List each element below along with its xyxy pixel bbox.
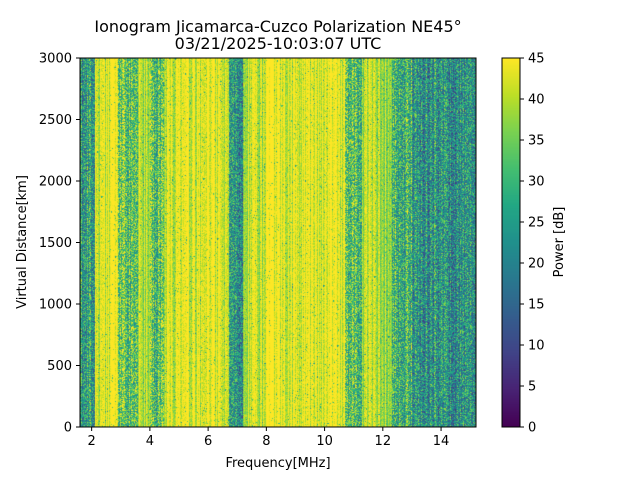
colorbar-tick-label: 40 <box>528 93 545 108</box>
colorbar-tick-label: 25 <box>528 216 545 231</box>
y-tick-label: 2500 <box>39 113 72 128</box>
y-tick-label: 2000 <box>39 175 72 190</box>
colorbar-tick-label: 0 <box>528 421 536 436</box>
chart-subtitle: 03/21/2025-10:03:07 UTC <box>175 34 382 53</box>
y-tick-label: 1500 <box>39 236 72 251</box>
x-tick-label: 8 <box>262 434 270 449</box>
x-tick-label: 14 <box>433 434 450 449</box>
x-tick-label: 6 <box>204 434 212 449</box>
x-tick-label: 12 <box>375 434 392 449</box>
colorbar-gradient <box>502 58 520 427</box>
x-tick-label: 2 <box>88 434 96 449</box>
y-tick-label: 1000 <box>39 298 72 313</box>
colorbar-frame <box>501 57 521 428</box>
colorbar-tick-label: 35 <box>528 134 545 149</box>
colorbar-label: Power [dB] <box>552 207 567 278</box>
colorbar-tick-label: 45 <box>528 52 545 67</box>
colorbar-ticks: 0 5 10 15 20 25 30 35 40 45 <box>520 52 545 436</box>
y-axis-label: Virtual Distance[km] <box>15 175 30 309</box>
colorbar-tick-label: 10 <box>528 339 545 354</box>
x-tick-label: 10 <box>316 434 333 449</box>
x-tick-label: 4 <box>146 434 154 449</box>
colorbar-tick-label: 30 <box>528 175 545 190</box>
chart-title: Ionogram Jicamarca-Cuzco Polarization NE… <box>94 17 461 36</box>
y-tick-label: 0 <box>64 421 72 436</box>
y-tick-label: 3000 <box>39 52 72 67</box>
colorbar-tick-label: 20 <box>528 257 545 272</box>
x-axis-label: Frequency[MHz] <box>225 456 330 471</box>
y-tick-label: 500 <box>47 359 72 374</box>
colorbar-tick-label: 15 <box>528 298 545 313</box>
colorbar: 0 5 10 15 20 25 30 35 40 45 <box>501 52 545 436</box>
x-axis: 2 4 6 8 10 12 14 <box>88 427 450 449</box>
y-axis: 0 500 1000 1500 2000 2500 3000 <box>39 52 80 436</box>
heatmap-plot-area <box>79 57 477 428</box>
heatmap-image <box>80 58 476 427</box>
colorbar-tick-label: 5 <box>528 380 536 395</box>
